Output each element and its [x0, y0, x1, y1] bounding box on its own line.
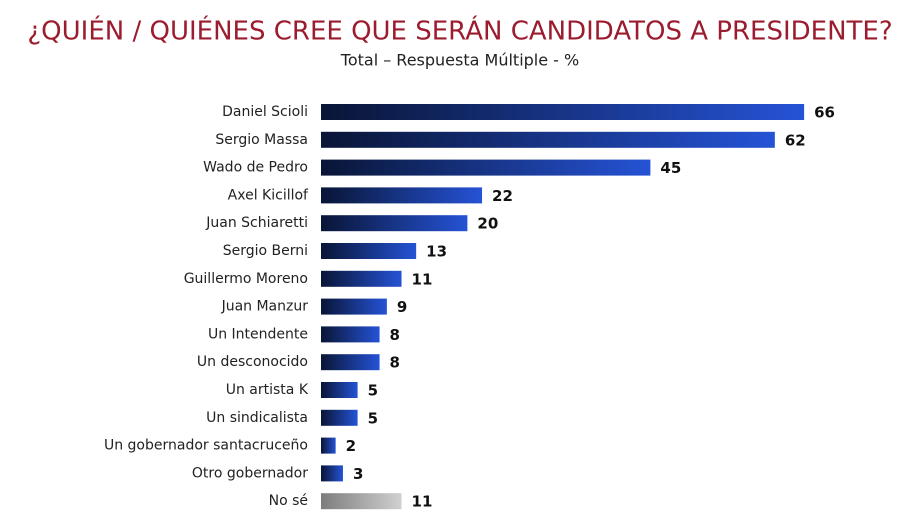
category-label: Juan Manzur: [221, 299, 309, 315]
category-label: Juan Schiaretti: [205, 215, 308, 231]
value-label: 45: [660, 159, 681, 177]
bar: [321, 354, 380, 371]
bar: [321, 493, 402, 510]
category-label: Sergio Massa: [215, 132, 308, 148]
chart-subtitle: Total – Respuesta Múltiple - %: [340, 51, 579, 70]
bar: [321, 465, 343, 482]
value-label: 8: [390, 354, 400, 372]
bar: [321, 382, 358, 398]
value-label: 62: [785, 131, 806, 149]
category-label: No sé: [269, 493, 308, 509]
bar: [321, 131, 775, 148]
category-label: Wado de Pedro: [203, 160, 308, 176]
value-label: 22: [492, 187, 513, 205]
category-label: Sergio Berni: [223, 243, 308, 259]
value-label: 13: [426, 243, 447, 261]
value-label: 11: [412, 493, 433, 511]
category-label: Axel Kicillof: [228, 187, 309, 203]
value-label: 9: [397, 298, 407, 316]
chart-title: ¿QUIÉN / QUIÉNES CREE QUE SERÁN CANDIDAT…: [27, 15, 892, 47]
value-label: 20: [477, 215, 498, 233]
bar: [321, 187, 483, 204]
value-label: 8: [390, 326, 400, 344]
bar: [321, 159, 651, 176]
bar: [321, 437, 336, 454]
value-label: 2: [346, 437, 356, 455]
value-label: 66: [814, 104, 835, 122]
value-label: 3: [353, 465, 363, 483]
value-label: 5: [368, 409, 378, 427]
value-label: 5: [368, 382, 378, 400]
bar: [321, 409, 358, 426]
category-label: Un Intendente: [208, 326, 308, 342]
bar: [321, 104, 805, 120]
value-label: 11: [412, 270, 433, 288]
bar: [321, 298, 387, 315]
category-label: Daniel Scioli: [222, 104, 308, 120]
bar: [321, 270, 402, 287]
category-label: Un artista K: [226, 382, 309, 398]
category-label: Otro gobernador: [192, 465, 308, 481]
category-label: Guillermo Moreno: [184, 271, 308, 287]
category-label: Un gobernador santacruceño: [104, 438, 308, 454]
category-label: Un desconocido: [197, 354, 308, 370]
bar: [321, 326, 380, 343]
bar: [321, 243, 417, 259]
category-label: Un sindicalista: [206, 410, 308, 426]
bar: [321, 215, 468, 232]
